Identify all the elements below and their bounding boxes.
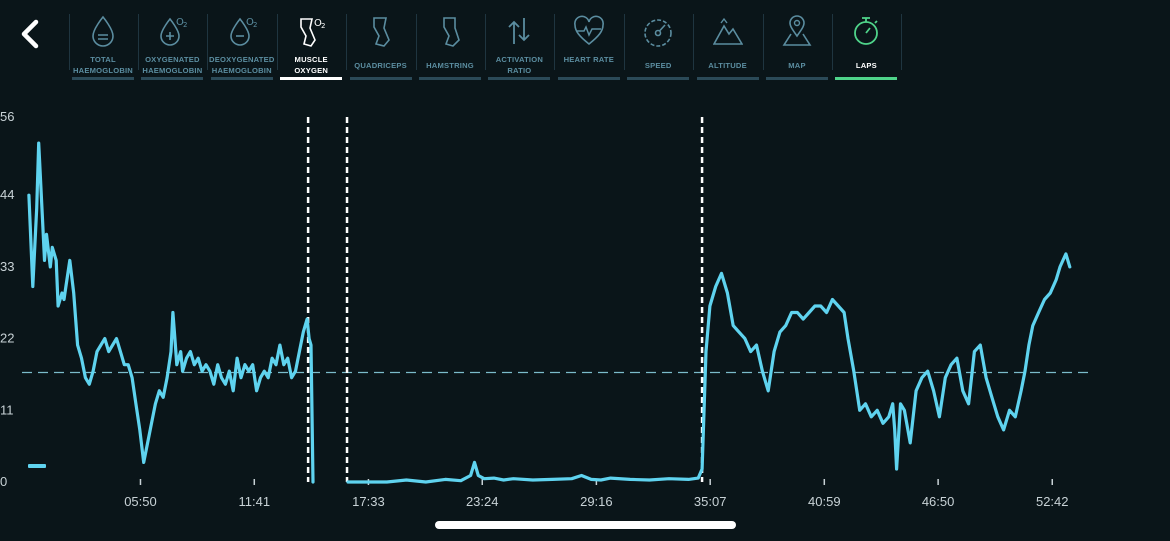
tab-separator: [207, 14, 209, 70]
tab-separator: [623, 14, 625, 70]
x-tick-label: 11:41: [238, 494, 270, 509]
tab-underline: [349, 77, 412, 80]
svg-text:O: O: [176, 17, 184, 28]
tab-underline: [835, 77, 898, 80]
tab-label: HAMSTRING: [426, 61, 474, 70]
tab-separator: [137, 14, 139, 70]
tab-hamstring[interactable]: HAMSTRING: [417, 10, 483, 82]
tab-label: SPEED: [644, 61, 672, 70]
svg-text:2: 2: [321, 22, 325, 30]
leg-back-icon: [443, 17, 460, 47]
tab-underline: [557, 77, 620, 80]
tab-separator: [762, 14, 764, 70]
tab-label: HEART RATE: [563, 55, 614, 64]
tab-underline: [141, 77, 204, 80]
x-tick-label: 35:07: [694, 494, 727, 509]
tab-deoxygenated-haemoglobin[interactable]: O 2 DEOXYGENATED HAEMOGLOBIN: [209, 10, 275, 82]
mountain-icon: [712, 17, 743, 45]
range-handle-indicator: [28, 464, 46, 468]
tab-quadriceps[interactable]: QUADRICEPS: [348, 10, 414, 82]
back-button[interactable]: [14, 14, 48, 54]
tab-heart-rate[interactable]: HEART RATE: [556, 10, 622, 82]
y-tick-label: 44: [0, 187, 14, 202]
y-tick-label: 0: [0, 474, 7, 489]
tab-separator: [415, 14, 417, 70]
tab-label: MUSCLE OXYGEN: [294, 55, 329, 75]
tab-activation-ratio[interactable]: ACTIVATION RATIO: [486, 10, 552, 82]
tab-label: ACTIVATION RATIO: [495, 55, 544, 75]
speedometer-icon: [644, 19, 672, 47]
x-tick-label: 05:50: [124, 494, 157, 509]
x-tick-label: 46:50: [922, 494, 955, 509]
tab-separator: [831, 14, 833, 70]
tab-map[interactable]: MAP: [764, 10, 830, 82]
tab-underline: [419, 77, 481, 80]
tab-underline: [210, 77, 273, 80]
muscle-oxygen-series-line-1: [27, 141, 315, 484]
map-pin-icon: [782, 15, 812, 46]
y-tick-label: 33: [0, 259, 14, 274]
y-tick-label: 56: [0, 109, 14, 124]
tab-label: LAPS: [855, 61, 877, 70]
tab-underline: [766, 77, 828, 80]
svg-text:2: 2: [253, 21, 257, 29]
stopwatch-icon: [854, 17, 879, 45]
tab-laps[interactable]: LAPS: [833, 10, 899, 82]
tab-separator: [901, 14, 903, 70]
up-down-arrows-icon: [508, 18, 531, 44]
tab-oxygenated-haemoglobin[interactable]: O 2 OXYGENATED HAEMOGLOBIN: [139, 10, 205, 82]
tab-separator: [693, 14, 695, 70]
tab-underline: [280, 77, 343, 80]
tab-label: QUADRICEPS: [354, 61, 407, 70]
muscle-oxygen-series-line-2: [346, 252, 1072, 484]
tab-total-haemoglobin[interactable]: TOTAL HAEMOGLOBIN: [70, 10, 136, 82]
tab-speed[interactable]: SPEED: [625, 10, 691, 82]
tab-muscle-oxygen[interactable]: O 2 MUSCLE OXYGEN: [278, 10, 344, 82]
x-tick-label: 17:33: [352, 494, 385, 509]
x-tick-label: 29:16: [580, 494, 613, 509]
tab-label: MAP: [788, 61, 806, 70]
y-tick-label: 11: [0, 402, 14, 417]
tab-label: OXYGENATED HAEMOGLOBIN: [142, 55, 203, 75]
tab-separator: [484, 14, 486, 70]
home-indicator: [435, 521, 736, 529]
tab-altitude[interactable]: ALTITUDE: [695, 10, 761, 82]
x-tick-label: 52:42: [1036, 494, 1069, 509]
heart-pulse-icon: [573, 15, 604, 46]
tab-separator: [554, 14, 556, 70]
x-tick-label: 40:59: [808, 494, 841, 509]
svg-text:O: O: [314, 18, 322, 29]
tab-separator: [346, 14, 348, 70]
tab-underline: [72, 77, 134, 80]
x-tick-label: 23:24: [466, 494, 499, 509]
svg-text:2: 2: [183, 21, 187, 29]
tab-underline: [696, 77, 759, 80]
tab-label: DEOXYGENATED HAEMOGLOBIN: [209, 55, 275, 75]
tab-label: ALTITUDE: [708, 61, 747, 70]
leg-front-icon: [372, 17, 390, 47]
tab-underline: [627, 77, 690, 80]
tab-label: TOTAL HAEMOGLOBIN: [73, 55, 133, 75]
drop-equals-icon: [92, 15, 114, 47]
tab-separator: [68, 14, 70, 70]
y-tick-label: 22: [0, 331, 14, 346]
tab-separator: [276, 14, 278, 70]
tab-underline: [488, 77, 551, 80]
svg-text:O: O: [246, 17, 254, 28]
